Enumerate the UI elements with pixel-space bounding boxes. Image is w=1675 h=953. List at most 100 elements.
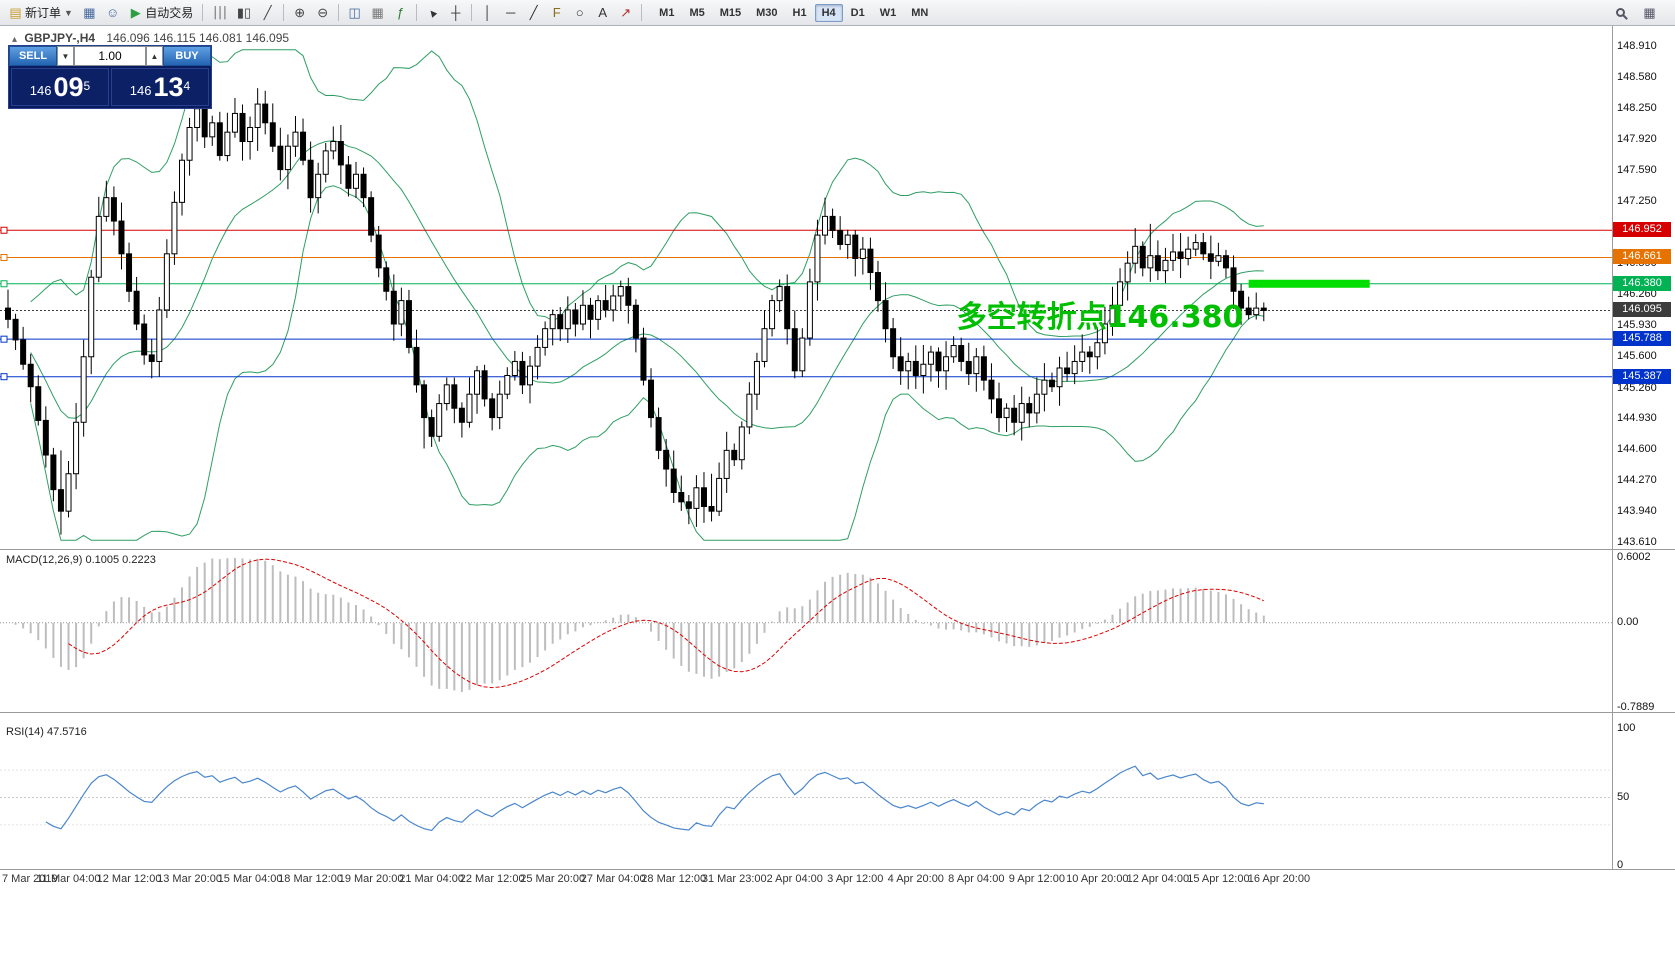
timeframe-h4-button[interactable]: H4 [814,3,843,22]
candle-body [852,234,859,260]
candle-body [950,345,957,358]
trendline-button[interactable]: ╱ [522,2,545,23]
candle-body [474,370,481,395]
search-button[interactable] [1611,2,1630,23]
horizontal-line-button[interactable]: ─ [499,2,522,23]
candle-body [201,108,208,138]
autotrade-play-icon: ▶ [130,4,141,20]
time-axis-label: 10 Apr 20:00 [1066,873,1129,885]
volume-dropdown[interactable]: ▼ [57,46,74,66]
bollinger-lower-band[interactable] [30,185,1264,541]
bollinger-upper-band[interactable] [30,49,1264,337]
time-axis-label: 12 Mar 12:00 [96,873,162,885]
line-anchor-handle[interactable] [0,226,8,234]
time-axis-label: 3 Apr 12:00 [827,873,884,885]
timeframe-h1-button[interactable]: H1 [792,6,807,19]
toolbar-separator [471,4,473,21]
fibonacci-button[interactable]: F [545,2,568,23]
timeframe-m1-button[interactable]: M1 [659,6,675,19]
toolbar-right: ▦ [1611,2,1671,23]
candle-body [1109,304,1116,325]
quote-row: 146 09 5 146 13 4 [9,66,211,108]
volume-increase[interactable]: ▲ [146,46,163,66]
candle-body [1011,407,1018,423]
time-axis-label: 7 Mar 2019 [2,873,58,885]
timeframe-d1-button[interactable]: D1 [850,6,865,19]
candle-body [224,131,231,157]
candle-body [753,360,760,395]
level-price-tag: 146.380 [1613,275,1671,291]
timeframe-m5-button[interactable]: M5 [689,6,705,19]
candle-body [27,363,34,388]
time-axis-label: 28 Mar 12:00 [641,873,707,885]
charts-button[interactable]: ▦ [78,2,101,23]
shapes-button[interactable]: ○ [568,2,591,23]
candle-body [451,384,458,409]
vertical-line-button[interactable]: │ [476,2,499,23]
line-chart-button[interactable]: ╱ [256,2,279,23]
sell-button[interactable]: SELL [9,46,57,66]
candle-body [73,421,80,475]
candle-body [148,354,155,362]
indicators-button[interactable]: ƒ [389,2,412,23]
layout-button[interactable]: ▦ [1638,2,1661,23]
arrow-button[interactable]: ↗ [614,2,637,23]
chevron-up-icon: ▲ [150,51,159,61]
tile-windows-button[interactable]: ◫ [343,2,366,23]
time-axis-label: 9 Apr 12:00 [1008,873,1065,885]
candle-body [1177,251,1184,260]
zoom-out-button[interactable]: ⊖ [311,2,334,23]
pivot-highlight-bar[interactable] [1248,279,1370,288]
bar-chart-button[interactable]: │││ [207,2,232,23]
candle-body [443,384,450,405]
new-order-button[interactable]: ▤ 新订单 ▼ [4,2,78,23]
timeframe-m30-button[interactable]: M30 [756,6,778,19]
candlestick-chart-button[interactable]: ▮▯ [232,2,256,23]
candle-body [648,379,655,419]
candle-body [996,398,1003,419]
candle-body [1230,267,1237,292]
candle-body [1222,255,1229,269]
profile-button[interactable]: ☺ [101,2,124,23]
autotrade-play-button[interactable]: ▶ 自动交易 [124,2,198,23]
layout-icon: ▦ [1643,4,1656,20]
cursor-button[interactable]: ▲ [421,2,444,23]
grid-button[interactable]: ▦ [366,2,389,23]
candle-body [1026,403,1033,414]
line-anchor-handle[interactable] [0,280,8,288]
line-anchor-handle[interactable] [0,253,8,261]
charts-icon: ▦ [83,4,96,20]
volume-input[interactable] [74,46,146,66]
bollinger-middle-band[interactable] [30,140,1264,429]
candle-body [57,489,64,512]
candle-body [1170,251,1177,261]
text-button[interactable]: A [591,2,614,23]
buy-quote[interactable]: 146 13 4 [111,68,209,106]
line-chart-icon: ╱ [263,4,272,20]
panel-separator[interactable] [0,549,1675,550]
candle-body [1162,259,1169,272]
zoom-in-button[interactable]: ⊕ [288,2,311,23]
sell-price-small: 146 [29,83,52,98]
candle-body [655,417,662,451]
chart-title: ▴ GBPJPY-,H4 146.096 146.115 146.081 146… [12,31,289,45]
candle-body [118,220,125,255]
collapse-icon[interactable]: ▴ [12,34,18,45]
timeframe-mn-button[interactable]: MN [911,6,929,19]
panel-separator[interactable] [0,712,1675,713]
sell-quote[interactable]: 146 09 5 [11,68,109,106]
timeframe-w1-button[interactable]: W1 [879,6,897,19]
line-anchor-handle[interactable] [0,335,8,343]
candle-body [5,307,11,320]
pivot-annotation-text[interactable]: 多空转折点146.380 [957,300,1244,335]
line-anchor-handle[interactable] [0,373,8,381]
candle-body [814,234,821,283]
one-click-trading-panel: SELL ▼ ▲ BUY 146 09 5 146 13 4 [8,45,212,109]
macd-signal-line [68,558,1264,689]
candle-body [1260,307,1267,311]
candle-body [927,351,934,365]
buy-button[interactable]: BUY [163,46,211,66]
timeframe-m15-button[interactable]: M15 [719,6,742,19]
crosshair-button[interactable]: ┼ [444,2,467,23]
